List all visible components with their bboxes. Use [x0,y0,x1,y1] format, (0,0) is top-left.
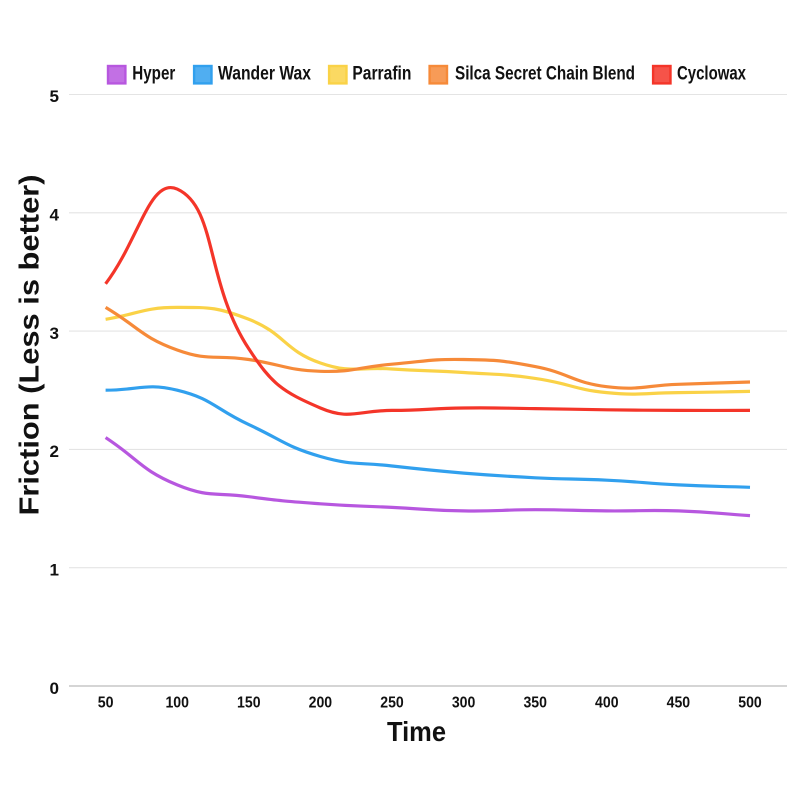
svg-text:Wander Wax: Wander Wax [218,63,311,85]
svg-text:4: 4 [50,207,60,225]
svg-text:500: 500 [738,695,762,712]
svg-text:Cyclowax: Cyclowax [677,63,746,85]
svg-text:2: 2 [50,443,60,461]
svg-text:Time: Time [387,716,446,747]
svg-text:200: 200 [309,695,333,712]
svg-text:1: 1 [50,562,60,580]
svg-text:Parrafin: Parrafin [352,63,411,85]
svg-text:5: 5 [50,88,60,106]
svg-text:450: 450 [667,695,691,712]
svg-text:100: 100 [165,695,189,712]
svg-text:50: 50 [98,695,114,712]
svg-text:0: 0 [50,680,60,698]
svg-text:Silca Secret Chain Blend: Silca Secret Chain Blend [455,63,635,85]
svg-text:3: 3 [50,325,60,343]
svg-text:400: 400 [595,695,619,712]
svg-text:Friction (Less is better): Friction (Less is better) [14,174,45,515]
svg-text:250: 250 [380,695,404,712]
svg-text:300: 300 [452,695,476,712]
svg-text:150: 150 [237,695,261,712]
svg-text:Hyper: Hyper [132,63,175,85]
svg-text:350: 350 [523,695,547,712]
